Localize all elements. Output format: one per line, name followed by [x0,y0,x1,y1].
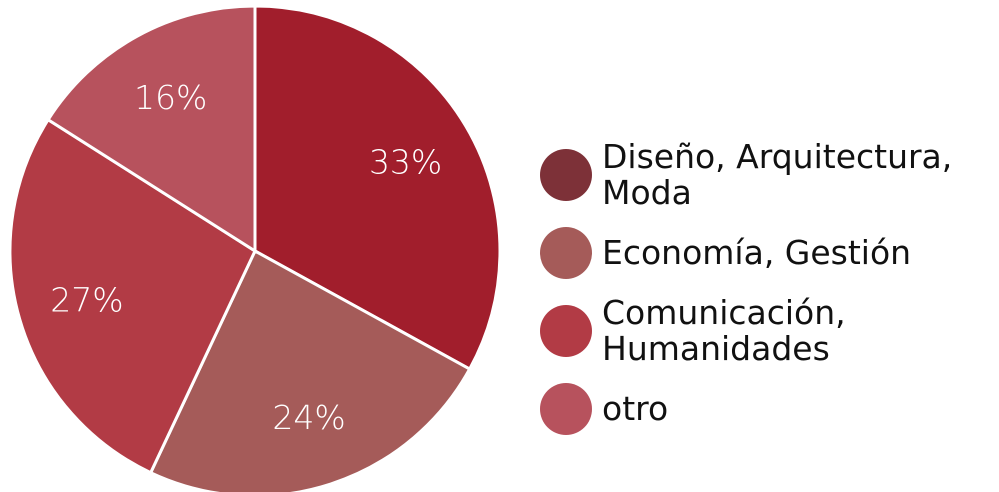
legend-item-economy: Economía, Gestión [540,218,995,288]
legend-label-economy: Economía, Gestión [602,233,912,272]
legend-swatch-design [540,149,592,201]
legend-label-communication: Comunicación, Humanidades [602,293,846,368]
pie-label-other: 16% [134,78,207,117]
pie-slices [8,4,502,492]
legend-swatch-communication [540,305,592,357]
legend-item-design: Diseño, Arquitectura, Moda [540,132,995,218]
pie-label-economy: 24% [272,398,345,437]
pie-slice-design [253,4,502,372]
pie-label-design: 33% [369,142,442,181]
pie-label-communication: 27% [50,280,123,319]
pie-slice-communication [8,117,257,475]
pie-slice-other [46,4,257,254]
legend-label-other: otro [602,389,669,428]
legend-label-design: Diseño, Arquitectura, Moda [602,137,953,212]
legend-item-other: otro [540,374,995,444]
pie-slice-economy [148,248,472,492]
legend-swatch-economy [540,227,592,279]
pie-labels: 33% 24% 27% 16% [50,78,442,437]
legend-swatch-other [540,383,592,435]
legend: Diseño, Arquitectura, Moda Economía, Ges… [540,132,995,444]
legend-item-communication: Comunicación, Humanidades [540,288,995,374]
